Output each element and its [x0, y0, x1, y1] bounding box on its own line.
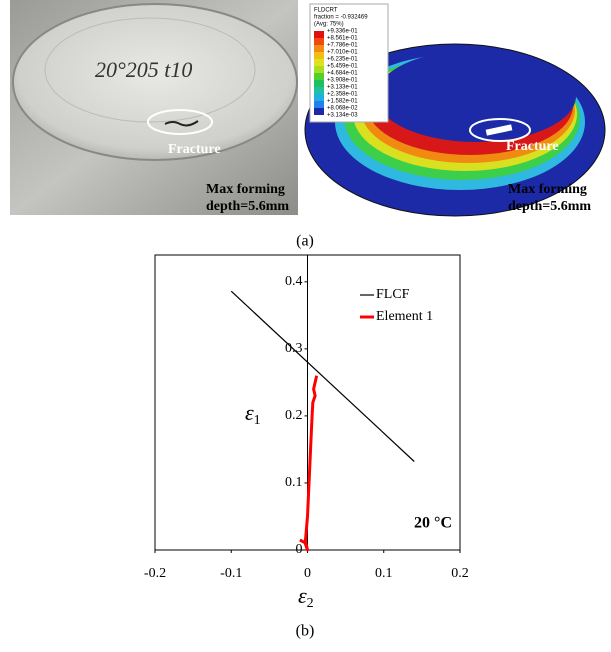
legend-swatch — [314, 87, 324, 94]
fracture-label: Fracture — [168, 142, 221, 157]
x-tick-label: 0.1 — [375, 566, 393, 581]
x-tick-label: 0.2 — [451, 566, 469, 581]
legend-swatch — [314, 101, 324, 108]
annotation: 20 °C — [414, 515, 452, 532]
y-tick-label: 0.2 — [285, 408, 303, 423]
x-tick-label: -0.1 — [220, 566, 242, 581]
depth-label: Max forming — [508, 182, 587, 197]
legend-swatch — [314, 108, 324, 115]
legend-title: (Avg: 75%) — [314, 22, 344, 28]
legend-swatch — [314, 80, 324, 87]
y-tick-label: 0.4 — [285, 274, 303, 289]
legend-title: FLDCRT — [314, 8, 338, 14]
depth-label: Max forming — [206, 182, 285, 197]
legend-value: +7.010e-01 — [327, 50, 358, 56]
handwriting: 20°205 t10 — [95, 57, 192, 82]
x-axis-label: ε2 — [298, 583, 314, 611]
caption: (b) — [296, 623, 315, 640]
depth-label: depth=5.6mm — [508, 199, 591, 214]
legend-value: +9.336e-01 — [327, 29, 358, 35]
legend-value: +2.358e-01 — [327, 92, 358, 98]
x-tick-label: -0.2 — [144, 566, 166, 581]
x-axis-symbol: ε — [298, 583, 307, 608]
y-axis-subscript: 1 — [254, 413, 261, 428]
legend-swatch — [314, 66, 324, 73]
series-line — [300, 376, 317, 550]
legend-label: FLCF — [376, 287, 410, 302]
y-axis-label: ε1 — [245, 400, 261, 428]
legend-value: +8.561e-01 — [327, 36, 358, 42]
legend-swatch — [314, 31, 324, 38]
legend-value: +3.133e-01 — [327, 85, 358, 91]
legend-title: fraction = -0.932469 — [314, 15, 368, 21]
x-axis-subscript: 2 — [307, 596, 314, 611]
x-tick-label: 0 — [304, 566, 311, 581]
caption: (a) — [296, 233, 314, 250]
legend-swatch — [314, 52, 324, 59]
legend-value: +1.582e-01 — [327, 99, 358, 105]
legend-value: +4.684e-01 — [327, 71, 358, 77]
legend-value: +3.908e-01 — [327, 78, 358, 84]
legend-swatch — [314, 38, 324, 45]
y-axis-symbol: ε — [245, 400, 254, 425]
legend-value: +6.235e-01 — [327, 57, 358, 63]
legend-swatch — [314, 59, 324, 66]
y-tick-label: 0.1 — [285, 475, 303, 490]
depth-label: depth=5.6mm — [206, 199, 289, 214]
figure: 20°205 t10 Fracture Max forming depth=5.… — [0, 0, 611, 647]
simulation: Fracture Max forming depth=5.6mm FLDCRT … — [305, 4, 605, 216]
legend-value: +8.068e-02 — [327, 106, 358, 112]
legend-swatch — [314, 73, 324, 80]
legend-value: +5.459e-01 — [327, 64, 358, 70]
legend-swatch — [314, 45, 324, 52]
y-tick-label: 0 — [296, 542, 303, 557]
legend-value: +3.134e-03 — [327, 113, 358, 119]
legend-value: +7.786e-01 — [327, 43, 358, 49]
fracture-label: Fracture — [506, 139, 559, 154]
legend-swatch — [314, 94, 324, 101]
legend-label: Element 1 — [376, 309, 433, 324]
photo: 20°205 t10 Fracture Max forming depth=5.… — [10, 0, 298, 215]
